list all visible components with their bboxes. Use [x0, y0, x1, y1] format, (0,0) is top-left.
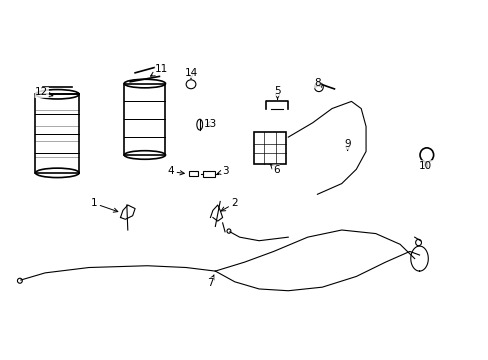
Text: 6: 6	[270, 164, 279, 175]
Bar	[35, 94, 79, 173]
Text: 7: 7	[207, 275, 214, 288]
Text: 14: 14	[184, 68, 197, 78]
Bar	[188, 171, 198, 176]
Text: 12: 12	[35, 87, 53, 98]
Bar	[203, 171, 215, 177]
Text: 4: 4	[167, 166, 184, 176]
Bar	[124, 84, 165, 155]
Text: 5: 5	[274, 86, 280, 99]
Text: 2: 2	[221, 198, 238, 211]
Text: 10: 10	[418, 161, 431, 171]
Text: 1: 1	[90, 198, 118, 212]
Text: 11: 11	[150, 64, 168, 76]
Text: 13: 13	[203, 118, 217, 129]
Text: 3: 3	[217, 166, 228, 176]
Bar	[254, 132, 285, 164]
Text: 9: 9	[344, 139, 350, 150]
Text: 8: 8	[313, 78, 321, 88]
